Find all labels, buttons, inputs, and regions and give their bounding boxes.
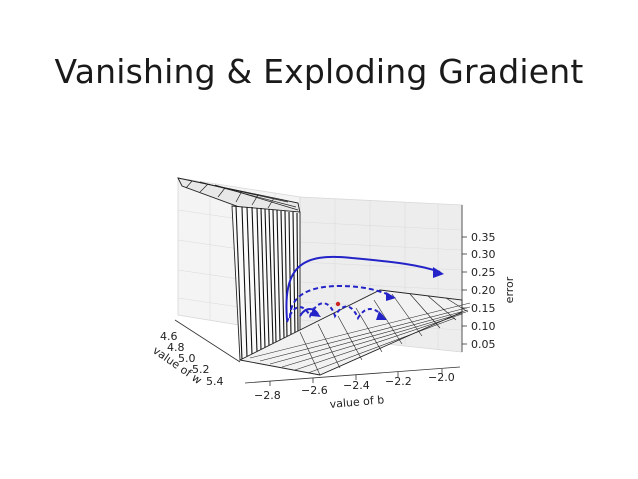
error-tick-0.30: 0.30 — [471, 248, 496, 261]
error-tick-0.15: 0.15 — [471, 302, 496, 315]
w-tick-5.0: 5.0 — [178, 352, 196, 365]
trajectory-short-arrowhead — [311, 307, 321, 317]
b-tick-neg2.2: −2.2 — [385, 375, 412, 388]
trajectories — [285, 255, 444, 323]
b-tick-neg2.4: −2.4 — [343, 379, 370, 392]
error-axis-label: error — [503, 276, 516, 303]
trajectory-oscillating — [286, 302, 385, 323]
error-axis: 0.35 0.30 0.25 0.20 0.15 0.10 0.05 error — [461, 205, 516, 352]
slide-title: Vanishing & Exploding Gradient — [54, 52, 584, 91]
w-tick-5.4: 5.4 — [206, 375, 224, 388]
b-axis-label: value of b — [329, 393, 385, 411]
error-tick-0.20: 0.20 — [471, 284, 496, 297]
error-tick-0.05: 0.05 — [471, 338, 496, 351]
b-axis: −2.8 −2.6 −2.4 −2.2 −2.0 value of b — [244, 366, 461, 411]
w-tick-4.6: 4.6 — [160, 330, 178, 343]
b-tick-neg2.8: −2.8 — [254, 389, 281, 402]
trajectory-exploding-arrowhead — [433, 267, 444, 278]
trajectory-dashed — [289, 284, 393, 319]
w-tick-5.2: 5.2 — [192, 363, 210, 376]
w-tick-4.8: 4.8 — [167, 341, 185, 354]
error-tick-0.25: 0.25 — [471, 266, 496, 279]
minimum-marker — [335, 301, 341, 307]
trajectory-dashed-arrowhead — [386, 292, 396, 301]
error-tick-0.35: 0.35 — [471, 231, 496, 244]
w-axis: 4.6 4.8 5.0 5.2 5.4 value of w — [150, 319, 241, 388]
b-tick-neg2.6: −2.6 — [301, 384, 328, 397]
error-tick-0.10: 0.10 — [471, 320, 496, 333]
b-tick-neg2.0: −2.0 — [428, 371, 455, 384]
surface-cliff — [231, 205, 301, 361]
trajectory-exploding — [285, 255, 441, 321]
trajectory-oscillating-arrowhead — [376, 311, 387, 320]
